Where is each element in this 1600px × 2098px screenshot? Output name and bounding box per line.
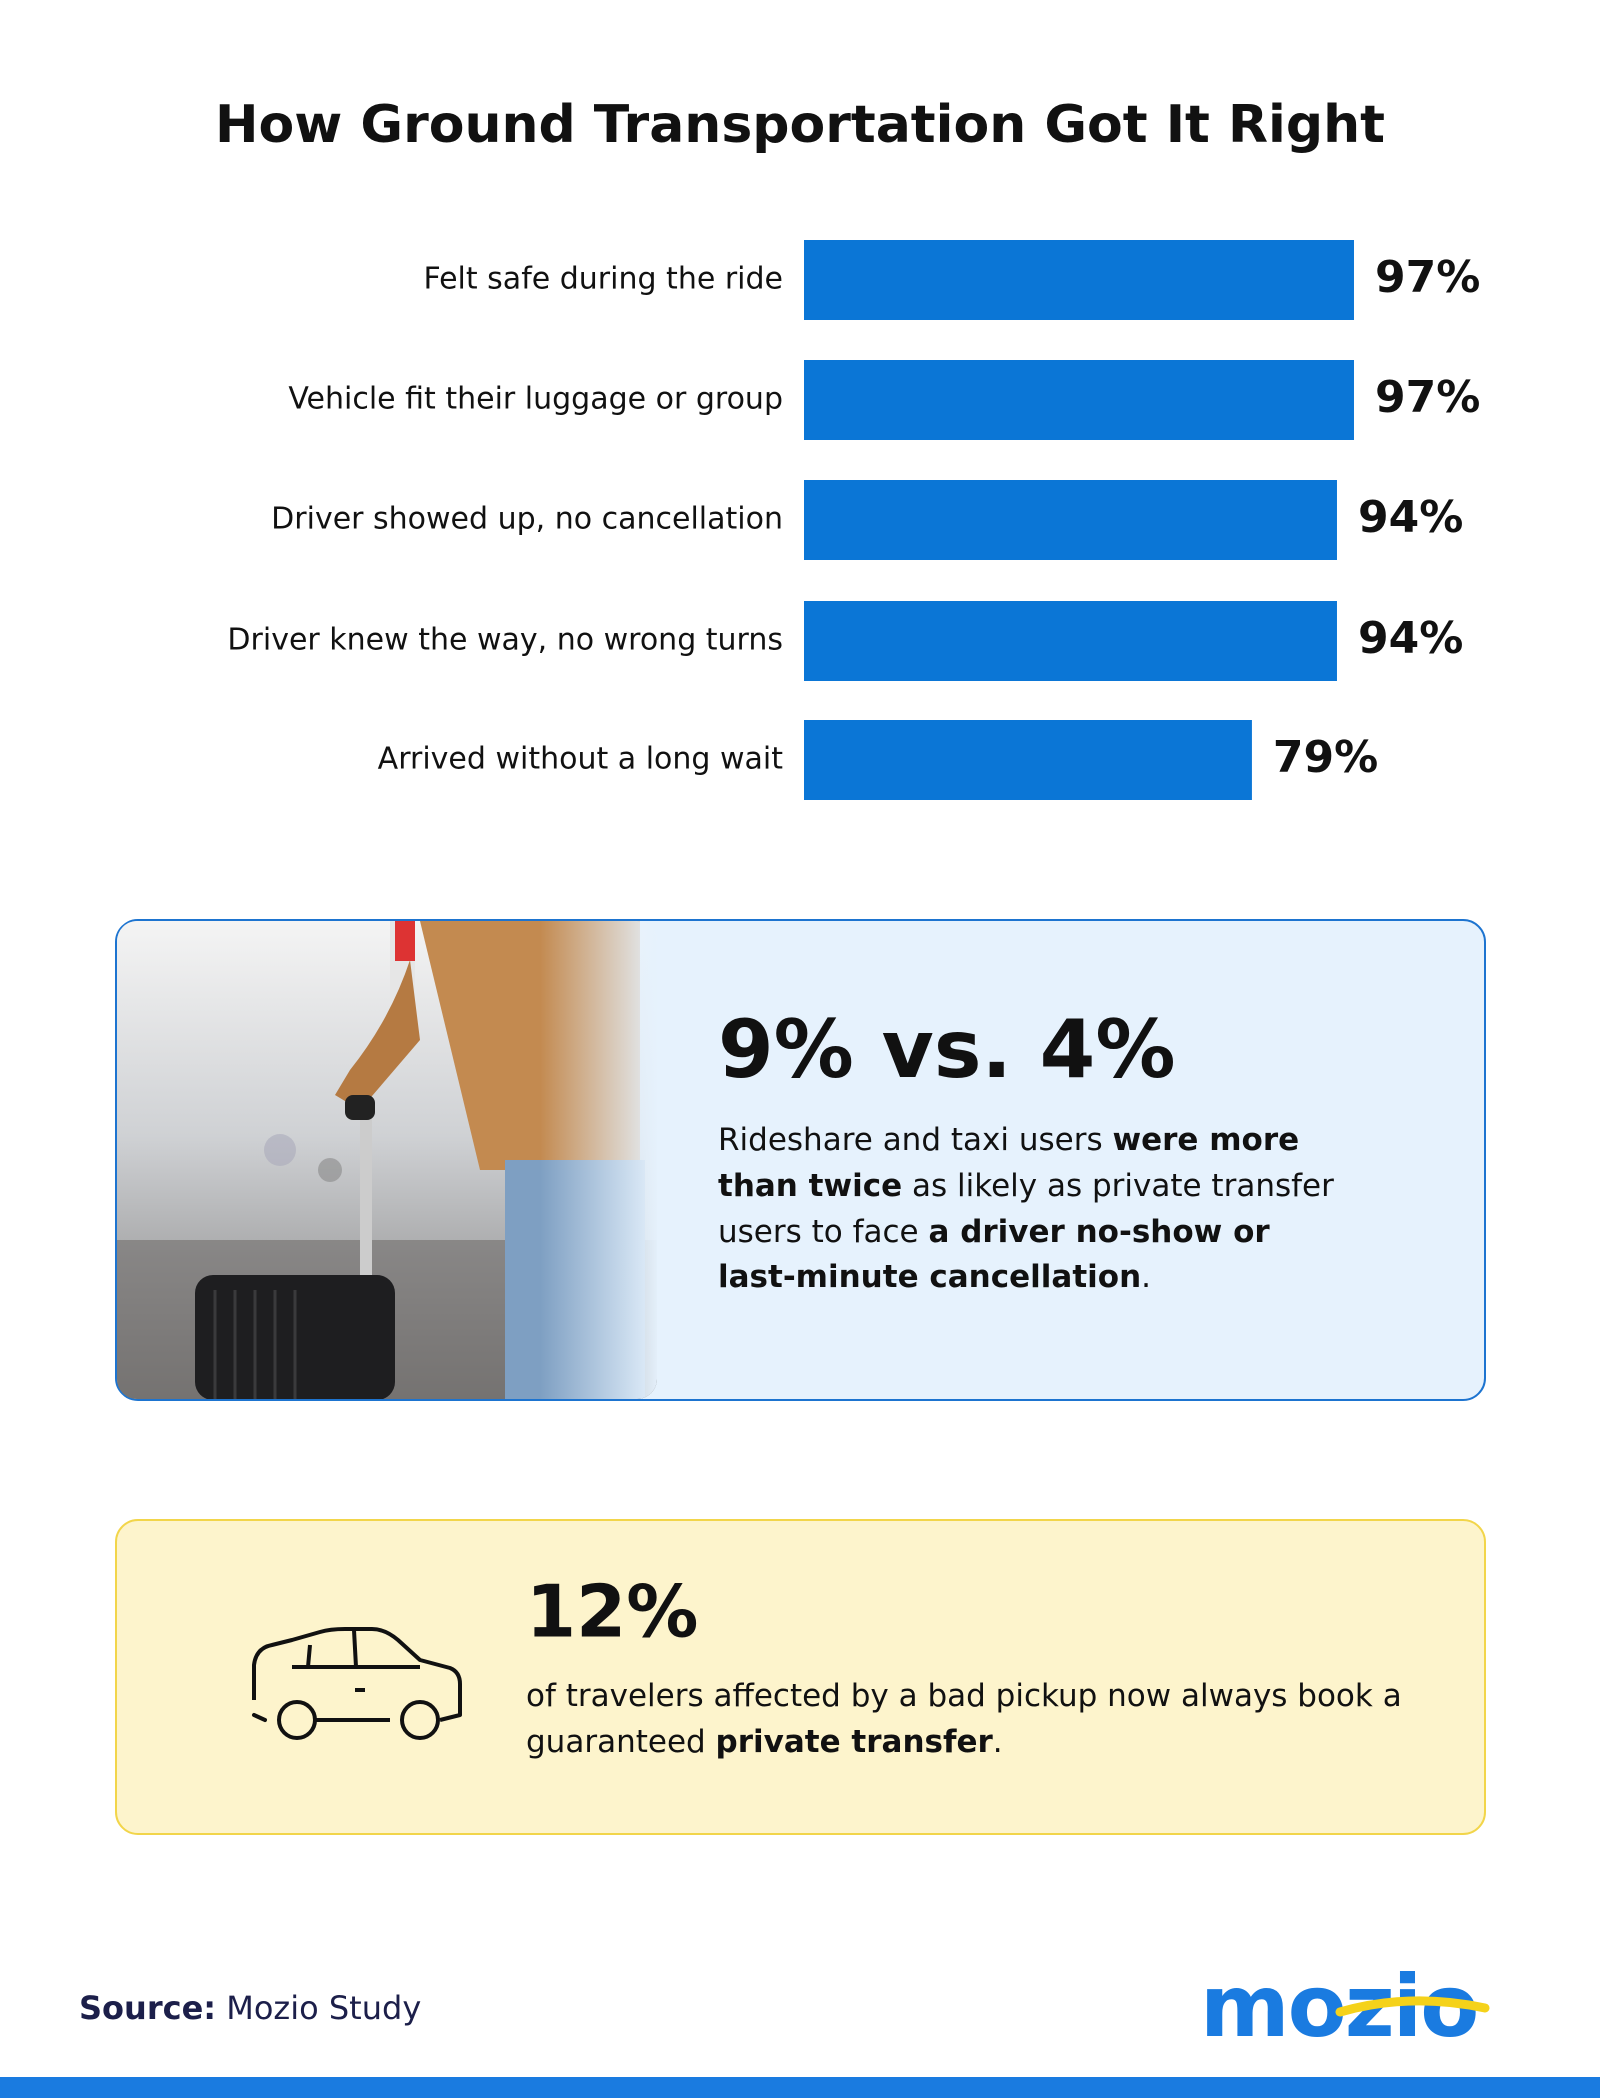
text-line: than twice as likely as private transfer <box>718 1168 1334 1204</box>
logo-swoosh <box>1335 1996 1490 2017</box>
bold-text: last-minute cancellation <box>718 1259 1141 1295</box>
bar <box>804 240 1354 320</box>
category-label: Driver knew the way, no wrong turns <box>227 623 783 658</box>
text-line: Rideshare and taxi users were more <box>718 1122 1299 1158</box>
chart-title: How Ground Transportation Got It Right <box>215 95 1385 155</box>
category-label: Arrived without a long wait <box>378 742 784 777</box>
value-label: 97% <box>1375 372 1480 423</box>
text-line: guaranteed private transfer. <box>526 1724 1003 1760</box>
text-line: of travelers affected by a bad pickup no… <box>526 1678 1402 1714</box>
photo <box>117 921 657 1399</box>
bold-text: a driver no-show or <box>928 1214 1270 1250</box>
text-line: last-minute cancellation. <box>718 1259 1151 1295</box>
text-line: Source: Mozio Study <box>79 1989 421 2027</box>
text: . <box>993 1724 1003 1760</box>
value-label: 94% <box>1358 613 1463 664</box>
bar <box>804 360 1354 440</box>
bold-text: than twice <box>718 1168 902 1204</box>
text-line: users to face a driver no-show or <box>718 1214 1270 1250</box>
text: as likely as private transfer <box>902 1168 1334 1204</box>
callout-box <box>115 1519 1486 1835</box>
text: users to face <box>718 1214 928 1250</box>
text: Rideshare and taxi users <box>718 1122 1112 1158</box>
value-label: 94% <box>1358 492 1463 543</box>
bold-text: were more <box>1112 1122 1299 1158</box>
text: of travelers affected by a bad pickup no… <box>526 1678 1402 1714</box>
value-label: 97% <box>1375 252 1480 303</box>
category-label: Felt safe during the ride <box>423 262 783 297</box>
car-icon <box>252 1627 462 1740</box>
bold-text: private transfer <box>716 1724 994 1760</box>
bold-text: Source: <box>79 1989 216 2027</box>
category-label: Vehicle fit their luggage or group <box>288 382 783 417</box>
category-label: Driver showed up, no cancellation <box>271 502 783 537</box>
text: guaranteed <box>526 1724 716 1760</box>
bar <box>804 480 1337 560</box>
callout-headline: 9% vs. 4% <box>718 1003 1176 1096</box>
brand-logo: mozio <box>1200 1957 1477 2057</box>
bar <box>804 601 1337 681</box>
callout-headline: 12% <box>526 1570 698 1654</box>
text: Mozio Study <box>216 1989 421 2027</box>
bar <box>804 720 1252 800</box>
text: . <box>1141 1259 1151 1295</box>
bottom-bar <box>0 2077 1600 2098</box>
value-label: 79% <box>1273 732 1378 783</box>
